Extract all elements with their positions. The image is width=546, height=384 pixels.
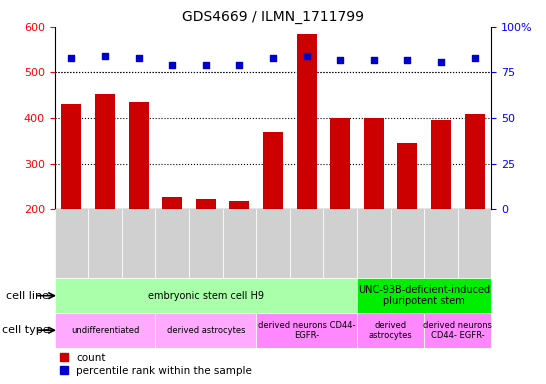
Point: [235, 62, 244, 68]
Bar: [357, 209, 390, 278]
Bar: [465, 114, 485, 301]
Bar: [256, 313, 357, 348]
Text: UNC-93B-deficient-induced
pluripotent stem: UNC-93B-deficient-induced pluripotent st…: [358, 285, 490, 306]
Text: derived neurons
CD44- EGFR-: derived neurons CD44- EGFR-: [423, 321, 492, 340]
Legend: count, percentile rank within the sample: count, percentile rank within the sample: [60, 353, 252, 376]
Bar: [424, 313, 491, 348]
Bar: [95, 94, 115, 301]
Bar: [189, 209, 223, 278]
Text: derived astrocytes: derived astrocytes: [167, 326, 245, 335]
Text: embryonic stem cell H9: embryonic stem cell H9: [148, 291, 264, 301]
Point: [302, 53, 311, 59]
Bar: [122, 209, 156, 278]
Bar: [431, 120, 451, 301]
Title: GDS4669 / ILMN_1711799: GDS4669 / ILMN_1711799: [182, 10, 364, 25]
Point: [201, 62, 210, 68]
Bar: [156, 209, 189, 278]
Bar: [162, 197, 182, 301]
Text: derived
astrocytes: derived astrocytes: [369, 321, 412, 340]
Point: [134, 55, 143, 61]
Bar: [296, 34, 317, 301]
Point: [168, 62, 176, 68]
Text: undifferentiated: undifferentiated: [71, 326, 139, 335]
Bar: [458, 209, 491, 278]
Bar: [357, 278, 491, 313]
Bar: [61, 104, 81, 301]
Point: [403, 56, 412, 63]
Point: [370, 56, 378, 63]
Bar: [424, 209, 458, 278]
Point: [336, 56, 345, 63]
Bar: [195, 199, 216, 301]
Text: cell type: cell type: [2, 325, 49, 335]
Point: [269, 55, 277, 61]
Bar: [55, 278, 357, 313]
Bar: [256, 209, 290, 278]
Bar: [290, 209, 323, 278]
Bar: [156, 313, 256, 348]
Bar: [323, 209, 357, 278]
Bar: [128, 102, 149, 301]
Point: [470, 55, 479, 61]
Bar: [229, 201, 250, 301]
Bar: [88, 209, 122, 278]
Bar: [223, 209, 256, 278]
Text: cell line: cell line: [6, 291, 49, 301]
Bar: [357, 313, 424, 348]
Bar: [263, 132, 283, 301]
Bar: [364, 118, 384, 301]
Point: [67, 55, 76, 61]
Point: [100, 53, 109, 59]
Bar: [330, 118, 351, 301]
Text: derived neurons CD44-
EGFR-: derived neurons CD44- EGFR-: [258, 321, 355, 340]
Point: [437, 58, 446, 65]
Bar: [390, 209, 424, 278]
Bar: [397, 143, 418, 301]
Bar: [55, 313, 156, 348]
Bar: [55, 209, 88, 278]
